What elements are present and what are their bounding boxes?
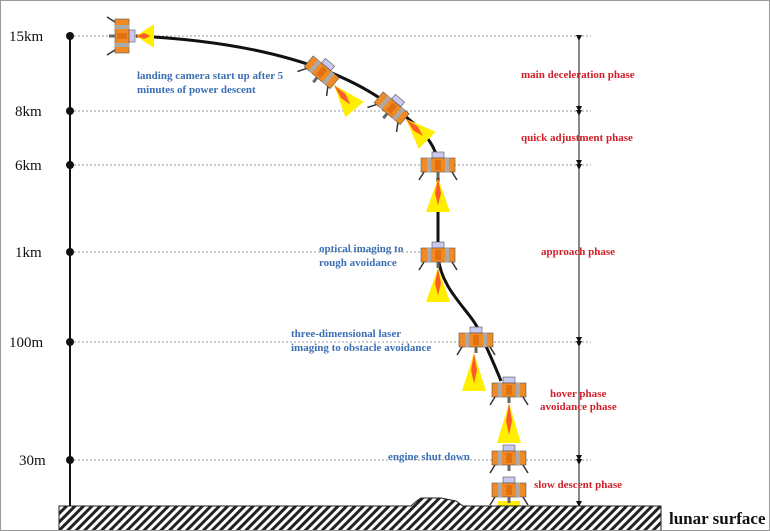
surface-label: lunar surface bbox=[669, 509, 766, 528]
lander-icon bbox=[418, 151, 458, 181]
engine-plume-icon bbox=[426, 268, 450, 302]
note-optical: optical imaging to bbox=[319, 243, 404, 255]
engine-plume-icon bbox=[406, 119, 436, 149]
altitude-label: 15km bbox=[9, 29, 44, 45]
phase-label-hover: hover phase bbox=[550, 388, 606, 400]
lander-icon bbox=[297, 55, 340, 97]
note-optical: rough avoidance bbox=[319, 257, 397, 269]
altitude-gridlines bbox=[70, 35, 591, 461]
lander-icon bbox=[489, 444, 529, 474]
note-shutdown: engine shut down bbox=[388, 451, 470, 463]
phase-label-quick: quick adjustment phase bbox=[521, 132, 633, 144]
plumes bbox=[136, 24, 521, 506]
lander-icon bbox=[418, 241, 458, 271]
lander-icon bbox=[367, 91, 410, 133]
altitude-label: 8km bbox=[15, 104, 42, 120]
engine-plume-icon bbox=[462, 353, 486, 391]
altitude-label: 1km bbox=[15, 245, 42, 261]
lander-icon bbox=[489, 376, 529, 406]
lander-icon bbox=[489, 476, 529, 506]
altitude-dots bbox=[66, 32, 74, 464]
lander-icon bbox=[106, 16, 136, 56]
phase-label-approach: approach phase bbox=[541, 246, 615, 258]
note-camera: landing camera start up after 5 bbox=[137, 70, 284, 82]
phase-label-avoidance: avoidance phase bbox=[540, 401, 617, 413]
landers bbox=[106, 16, 529, 506]
phase-label-slow: slow descent phase bbox=[534, 479, 622, 491]
lander-icon bbox=[456, 326, 496, 356]
note-laser: three-dimensional laser bbox=[291, 328, 401, 340]
altitude-label: 6km bbox=[15, 158, 42, 174]
altitude-label: 30m bbox=[19, 453, 46, 469]
engine-plume-icon bbox=[497, 403, 521, 443]
engine-plume-icon bbox=[498, 501, 520, 506]
engine-plume-icon bbox=[334, 85, 364, 118]
note-camera: minutes of power descent bbox=[137, 84, 256, 96]
phase-label-main: main deceleration phase bbox=[521, 69, 635, 81]
engine-plume-icon bbox=[136, 24, 154, 48]
lunar-ground bbox=[58, 497, 662, 530]
altitude-label: 100m bbox=[9, 335, 44, 351]
note-laser: imaging to obstacle avoidance bbox=[291, 342, 431, 354]
engine-plume-icon bbox=[426, 178, 450, 212]
